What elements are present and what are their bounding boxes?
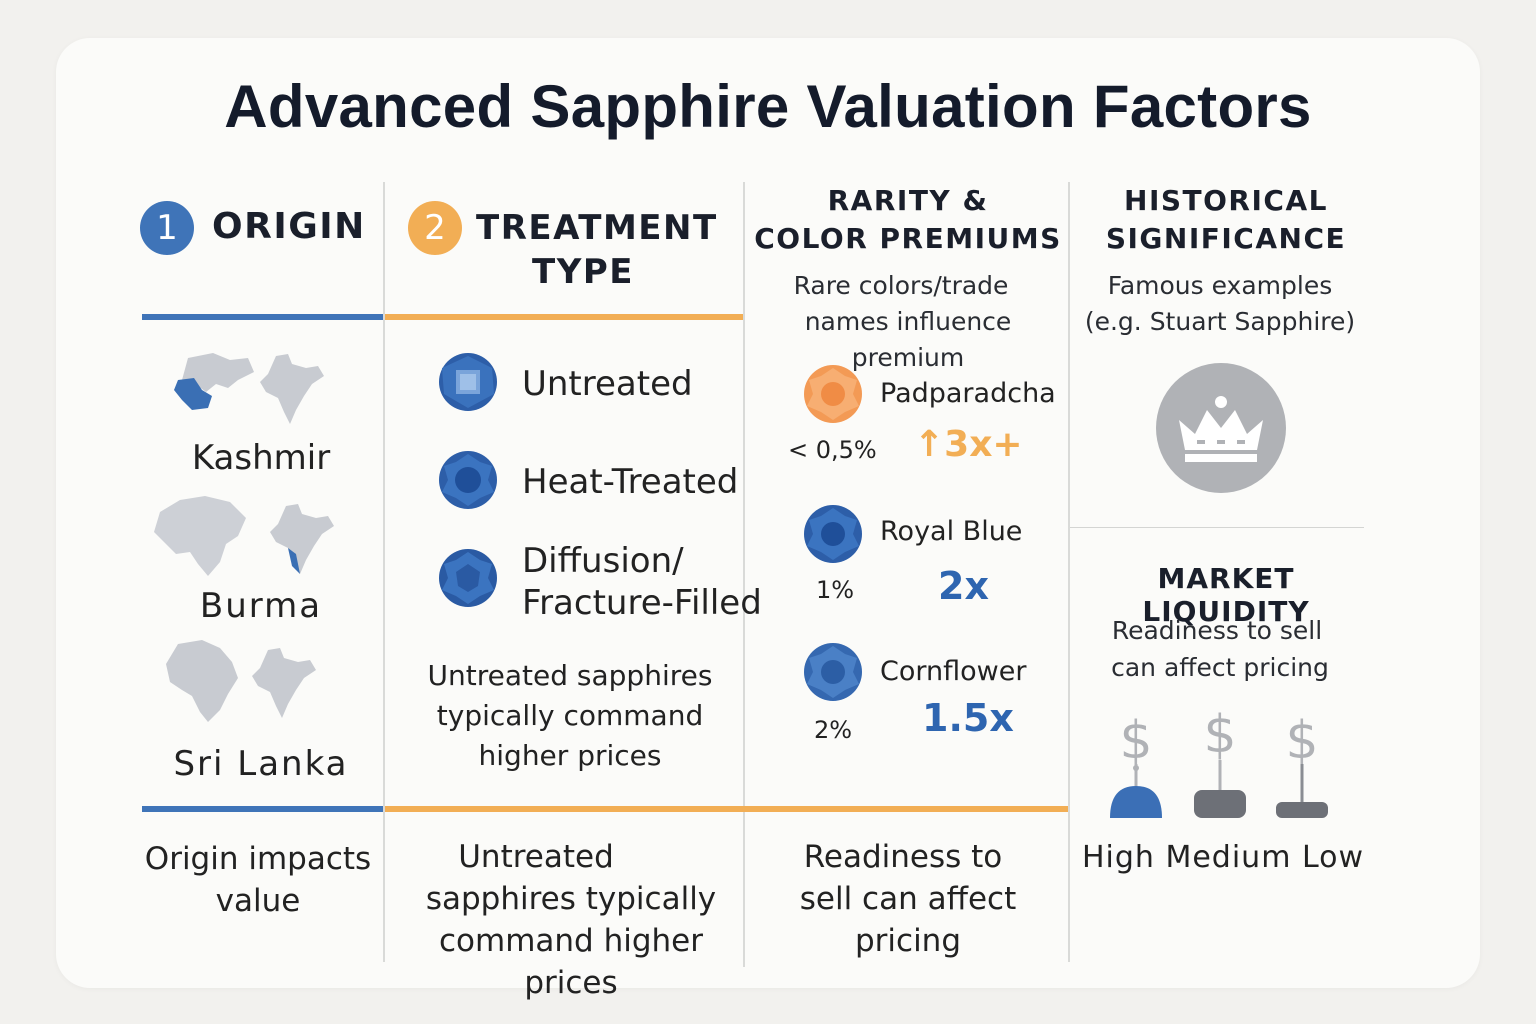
cornflower-gem-icon [803,642,863,702]
section-divider [1070,527,1364,528]
column-divider [383,182,385,962]
origin-heading: ORIGIN [212,206,366,247]
rarity-heading-line: COLOR PREMIUMS [754,222,1062,255]
rarity-footer-line: pricing [854,923,962,959]
padparadcha-share: < 0,5% [788,436,877,464]
padparadcha-name: Padparadcha [880,378,1056,409]
royal-blue-share: 1% [816,576,855,604]
treatment-header-bar [385,314,743,320]
origin-item-kashmir: Kashmir [191,438,331,478]
rarity-footer: Readiness to sell can affect pricing [748,836,1068,962]
rarity-footer-line: sell can affect [799,881,1017,917]
kashmir-india-map-icon [256,352,328,428]
rarity-heading: RARITY & COLOR PREMIUMS [748,182,1068,258]
rarity-heading-line: RARITY & [827,184,989,217]
treatment-footer-line: sapphires typically [425,881,717,917]
royal-blue-gem-icon [803,504,863,564]
column-divider [743,182,745,967]
royal-blue-name: Royal Blue [880,516,1023,547]
historical-subtitle: Famous examples (e.g. Stuart Sapphire) [1070,268,1370,340]
svg-text:$: $ [1285,711,1318,771]
treatment-footer: Untreated sapphires typically command hi… [396,836,746,1004]
liquidity-levels-label: High Medium Low [1081,840,1365,875]
treatment-note-line: Untreated sapphires [427,659,713,692]
high-liquidity-icon: $ [1108,706,1164,824]
treatment-footer-line: Untreated [458,839,614,875]
page-title: Advanced Sapphire Valuation Factors [224,73,1312,140]
origin-footer: Origin impacts value [142,838,374,922]
cornflower-name: Cornflower [880,656,1027,687]
treatment-note-line: typically command [436,699,704,732]
treatment-item-heat-treated: Heat-Treated [522,462,739,502]
medium-liquidity-icon: $ [1192,700,1248,824]
padparadcha-gem-icon [803,364,863,424]
heat-treated-gem-icon [438,450,498,510]
rarity-subtitle: Rare colors/trade names influence premiu… [748,268,1068,376]
treatment-item-diffusion-line: Fracture-Filled [522,583,762,623]
liquidity-heading: MARKET LIQUIDITY [1142,562,1310,628]
origin-header-bar [142,314,383,320]
svg-text:$: $ [1119,711,1152,771]
origin-item-burma: Burma [199,586,323,626]
sri-lanka-map-icon [162,638,242,724]
rarity-subtitle-line: names influence premium [804,307,1012,372]
historical-subtitle-line: (e.g. Stuart Sapphire) [1084,307,1356,336]
treatment-number-badge: 2 [408,201,462,255]
rarity-footer-line: Readiness to [803,839,1003,875]
treatment-item-diffusion-line: Diffusion/ [522,541,684,581]
padparadcha-multiplier: ↑3x+ [914,424,1023,465]
treatment-footer-bar [385,806,1068,812]
origin-footer-line: Origin impacts [144,841,372,877]
cornflower-multiplier: 1.5x [922,696,1014,740]
treatment-heading: TREATMENT TYPE [476,206,718,294]
historical-heading: HISTORICAL SIGNIFICANCE [1070,182,1382,258]
historical-heading-line: SIGNIFICANCE [1105,222,1347,255]
historical-heading-line: HISTORICAL [1124,184,1328,217]
origin-footer-bar [142,806,383,812]
treatment-footer-line: command higher prices [439,923,703,1001]
crown-icon [1155,362,1287,498]
origin-item-sri-lanka: Sri Lanka [173,744,349,784]
diffusion-gem-icon [438,548,498,608]
svg-text:$: $ [1203,705,1236,765]
treatment-heading-line: TYPE [532,252,634,292]
liquidity-subtitle: Readiness to sell can affect pricing [1070,612,1370,686]
kashmir-map-icon [168,350,258,415]
low-liquidity-icon: $ [1274,706,1330,824]
rarity-subtitle-line: Rare colors/trade [793,271,1009,300]
burma-india-map-icon [266,502,338,578]
historical-subtitle-line: Famous examples [1107,271,1333,300]
untreated-gem-icon [438,352,498,412]
burma-map-icon [150,492,250,580]
origin-number-badge: 1 [140,201,194,255]
treatment-heading-line: TREATMENT [476,208,718,248]
sri-lanka-india-map-icon [248,646,320,722]
treatment-item-untreated: Untreated [522,364,693,404]
origin-footer-line: value [215,883,301,919]
liquidity-subtitle-line: Readiness to sell [1111,616,1323,645]
royal-blue-multiplier: 2x [938,564,989,608]
column-divider [1068,182,1070,962]
treatment-note-line: higher prices [478,739,662,772]
treatment-item-diffusion: Diffusion/ Fracture-Filled [522,540,762,624]
treatment-note: Untreated sapphires typically command hi… [400,656,740,776]
cornflower-share: 2% [814,716,853,744]
liquidity-subtitle-line: can affect pricing [1111,653,1329,682]
